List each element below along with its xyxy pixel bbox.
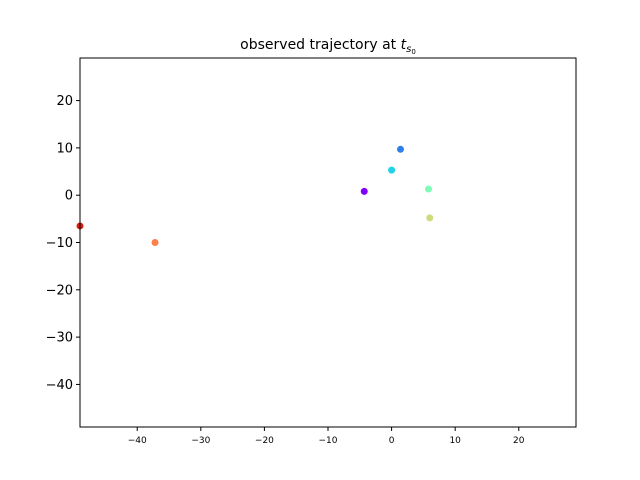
y-tick-label: −40 bbox=[46, 378, 73, 393]
x-tick-label: 20 bbox=[513, 436, 525, 446]
data-point bbox=[151, 239, 159, 246]
chart-title-math-subsub: 0 bbox=[411, 48, 415, 56]
x-tick-label: −30 bbox=[191, 436, 210, 446]
chart-title: observed trajectory at ts0 bbox=[240, 37, 416, 56]
plot-frame bbox=[79, 57, 577, 428]
x-tick-label: 10 bbox=[449, 436, 461, 446]
y-tick-label: 0 bbox=[65, 189, 73, 204]
chart-title-text: observed trajectory at bbox=[240, 37, 400, 53]
y-tick-label: −30 bbox=[46, 331, 73, 346]
y-tick-label: 20 bbox=[56, 94, 73, 109]
data-point bbox=[424, 185, 432, 193]
y-tick-label: −20 bbox=[46, 283, 73, 298]
data-points bbox=[76, 145, 434, 246]
x-tick-label: −40 bbox=[128, 436, 147, 446]
data-point bbox=[396, 145, 404, 153]
data-point bbox=[388, 166, 396, 174]
data-point bbox=[426, 214, 434, 222]
x-tick-label: 0 bbox=[389, 436, 395, 446]
x-tick-label: −20 bbox=[255, 436, 274, 446]
chart-title-math-base: t bbox=[401, 37, 407, 53]
chart-title-math-sub: s bbox=[406, 44, 411, 55]
x-axis: −40 −30 −20 −10 0 10 20 bbox=[128, 427, 525, 446]
data-point bbox=[360, 187, 368, 195]
y-axis: −40 −30 −20 −10 0 10 20 bbox=[46, 94, 80, 393]
x-tick-label: −10 bbox=[319, 436, 338, 446]
y-tick-label: 10 bbox=[56, 141, 73, 156]
y-tick-label: −10 bbox=[46, 236, 73, 251]
